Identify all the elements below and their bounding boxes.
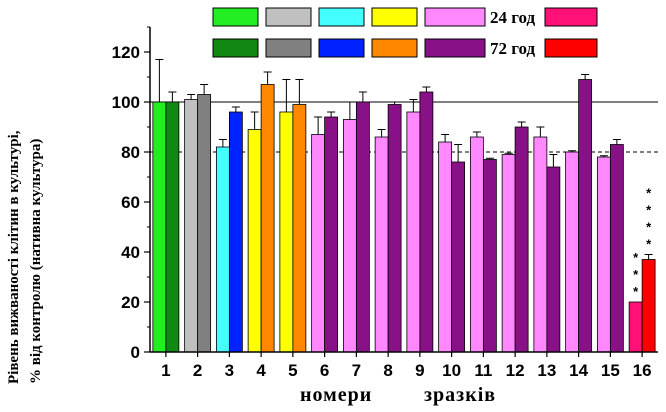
x-tick-label-11: 11 xyxy=(474,361,492,380)
legend-swatch-24h-5 xyxy=(424,7,486,27)
bar-6-24h xyxy=(311,134,326,353)
bar-2-72h xyxy=(197,94,212,353)
axes xyxy=(144,26,658,357)
y-tick-label-80: 80 xyxy=(121,143,140,162)
bar-14-24h xyxy=(565,151,580,353)
legend-label-24h: 24 год xyxy=(490,8,536,27)
legend: 24 год 72 год xyxy=(212,7,598,58)
legend-swatch-24h-4 xyxy=(371,7,418,27)
significance-mark: * xyxy=(646,186,652,201)
legend-swatch-24h-2 xyxy=(265,7,312,27)
legend-swatch-72h-6 xyxy=(544,38,598,58)
x-tick-label-9: 9 xyxy=(415,361,424,380)
bar-4-24h xyxy=(247,129,262,353)
y-axis-label-line2: % від контролю (нативна культура) xyxy=(28,138,44,384)
bar-10-72h xyxy=(451,161,466,353)
bar-13-24h xyxy=(533,136,548,353)
bar-11-24h xyxy=(469,136,484,353)
bar-11-72h xyxy=(482,159,497,353)
y-axis-label-line1: Рівень вижваності клітин в культурі, xyxy=(6,130,22,384)
bar-8-72h xyxy=(387,104,402,353)
legend-swatch-72h-2 xyxy=(265,38,312,58)
bar-12-24h xyxy=(501,154,516,353)
bar-13-72h xyxy=(546,166,561,353)
bar-15-24h xyxy=(596,156,611,353)
annotations: * * * * * * * xyxy=(633,186,652,300)
legend-swatch-24h-3 xyxy=(318,7,365,27)
significance-mark: * xyxy=(633,267,639,282)
legend-swatch-72h-4 xyxy=(371,38,418,58)
bar-7-72h xyxy=(355,101,370,353)
x-tick-label-12: 12 xyxy=(506,361,525,380)
significance-mark: * xyxy=(633,284,639,299)
bar-16-24h xyxy=(628,301,643,353)
bar-15-72h xyxy=(609,144,624,353)
bar-1-24h xyxy=(152,101,167,353)
bars xyxy=(152,59,656,353)
bar-16-72h xyxy=(641,259,656,353)
bar-3-24h xyxy=(215,146,230,353)
x-tick-label-1: 1 xyxy=(161,361,170,380)
y-tick-label-60: 60 xyxy=(121,193,140,212)
bar-12-72h xyxy=(514,126,529,353)
bar-4-72h xyxy=(260,84,275,353)
y-tick-label-0: 0 xyxy=(131,343,140,362)
significance-mark: * xyxy=(646,220,652,235)
bar-8-24h xyxy=(374,136,389,353)
bar-10-24h xyxy=(438,141,453,353)
y-tick-label-120: 120 xyxy=(112,43,140,62)
x-tick-label-10: 10 xyxy=(442,361,461,380)
bar-6-72h xyxy=(324,116,339,353)
x-tick-label-13: 13 xyxy=(537,361,556,380)
x-tick-label-6: 6 xyxy=(320,361,329,380)
bar-9-24h xyxy=(406,111,421,353)
x-tick-label-4: 4 xyxy=(256,361,266,380)
y-tick-label-20: 20 xyxy=(121,293,140,312)
bar-5-24h xyxy=(279,111,294,353)
x-tick-label-16: 16 xyxy=(633,361,652,380)
x-tick-label-5: 5 xyxy=(288,361,297,380)
bar-2-24h xyxy=(184,99,199,353)
legend-swatch-72h-3 xyxy=(318,38,365,58)
y-tick-label-100: 100 xyxy=(112,93,140,112)
y-tick-label-40: 40 xyxy=(121,243,140,262)
x-tick-label-15: 15 xyxy=(601,361,620,380)
x-tick-label-3: 3 xyxy=(225,361,234,380)
legend-swatch-24h-6 xyxy=(544,7,598,27)
bar-5-72h xyxy=(292,104,307,353)
legend-swatch-72h-1 xyxy=(212,38,259,58)
bar-7-24h xyxy=(342,119,357,353)
legend-swatch-72h-5 xyxy=(424,38,486,58)
x-tick-label-7: 7 xyxy=(352,361,361,380)
bar-14-72h xyxy=(578,79,593,353)
x-tick-label-8: 8 xyxy=(383,361,392,380)
significance-mark: * xyxy=(633,250,639,265)
legend-label-72h: 72 год xyxy=(490,39,536,58)
legend-swatch-24h-1 xyxy=(212,7,259,27)
x-axis-label-word2: зразків xyxy=(424,384,497,406)
bar-1-72h xyxy=(165,101,180,353)
x-tick-label-2: 2 xyxy=(193,361,202,380)
bar-9-72h xyxy=(419,91,434,353)
significance-mark: * xyxy=(646,203,652,218)
x-tick-label-14: 14 xyxy=(569,361,588,380)
x-axis-label-word1: номери xyxy=(300,384,373,406)
significance-mark: * xyxy=(646,237,652,252)
bar-3-72h xyxy=(228,111,243,353)
